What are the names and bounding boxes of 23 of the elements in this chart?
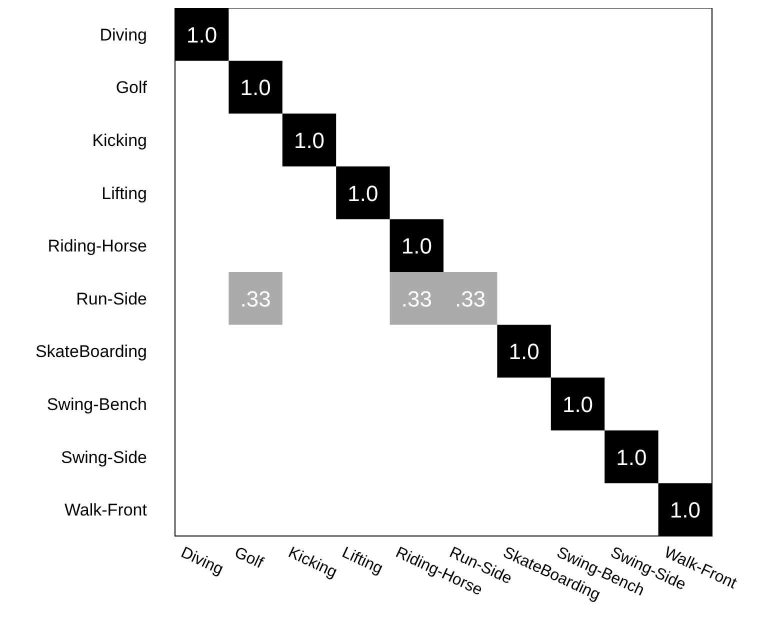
data-label: .33: [240, 286, 271, 312]
data-label: 1.0: [240, 75, 271, 100]
y-tick-label: Lifting: [102, 184, 147, 203]
data-label: 1.0: [562, 392, 594, 417]
y-tick-label: Swing-Side: [61, 448, 147, 467]
y-tick-label: Walk-Front: [64, 500, 148, 520]
x-tick-label: Golf: [232, 544, 266, 572]
y-tick-label: SkateBoarding: [35, 342, 147, 362]
data-label: .33: [401, 286, 432, 312]
data-label: 1.0: [616, 444, 647, 470]
y-tick-label: Golf: [116, 78, 148, 98]
y-tick-label: Kicking: [92, 131, 147, 150]
data-label: 1.0: [294, 128, 325, 153]
data-label: 1.0: [186, 22, 218, 48]
data-label: 1.0: [348, 180, 378, 206]
data-label: .33: [455, 286, 486, 312]
y-tick-label: Swing-Bench: [46, 395, 147, 414]
y-tick-label: Diving: [100, 25, 147, 44]
data-label: 1.0: [508, 339, 540, 364]
y-tick-label: Run-Side: [76, 289, 147, 308]
data-label: 1.0: [401, 234, 432, 259]
data-label: 1.0: [670, 498, 700, 523]
y-tick-label: Riding-Horse: [48, 236, 147, 256]
